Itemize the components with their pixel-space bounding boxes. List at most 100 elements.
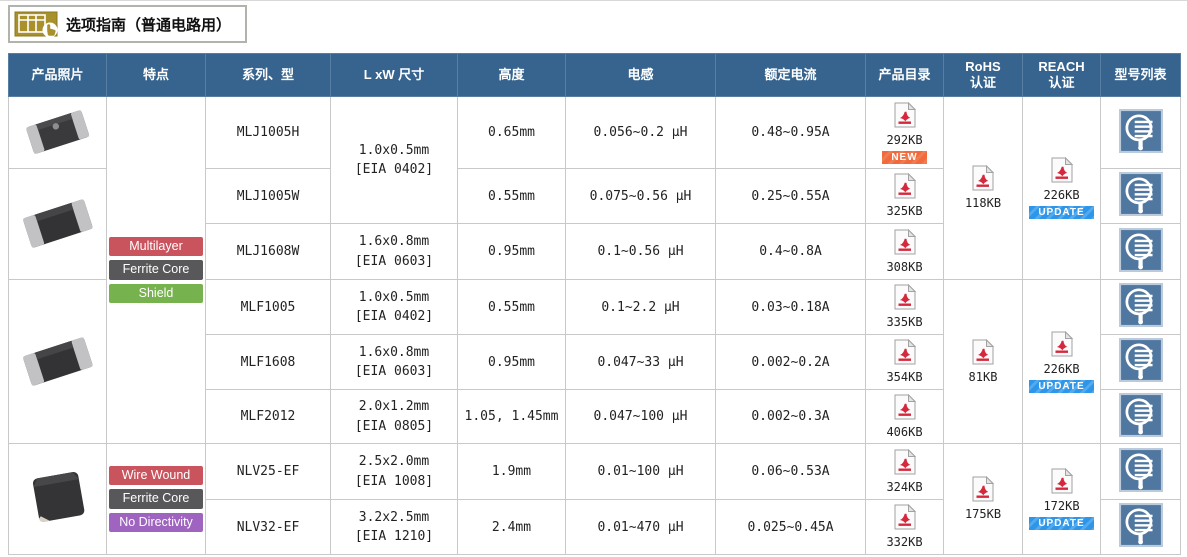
reach-cell-group3: 172KB UPDATE bbox=[1022, 443, 1101, 555]
size-cell: 1.6x0.8mm [EIA 0603] bbox=[330, 334, 458, 390]
reach-size: 172KB bbox=[1043, 499, 1080, 513]
table-row: Multilayer Ferrite Core Shield MLJ1005H … bbox=[8, 96, 1181, 444]
rohs-size: 118KB bbox=[964, 196, 1002, 210]
header-features: 特点 bbox=[106, 53, 206, 97]
rohs-size: 81KB bbox=[968, 369, 998, 384]
reach-pdf-link[interactable]: 226KB bbox=[1043, 156, 1080, 202]
series-cell: MLF2012 bbox=[205, 389, 331, 444]
table-row: MLF2012 2.0x1.2mm [EIA 0805] 1.05, 1.45m… bbox=[9, 389, 1181, 444]
models-cell bbox=[1100, 443, 1181, 500]
model-list-button[interactable] bbox=[1118, 447, 1163, 492]
pdf-icon bbox=[894, 338, 916, 365]
feature-badge: Multilayer bbox=[109, 236, 203, 257]
pdf-icon bbox=[894, 172, 916, 199]
chip-image bbox=[22, 199, 93, 248]
model-list-button[interactable] bbox=[1118, 172, 1163, 216]
rohs-pdf-link[interactable]: 81KB bbox=[968, 338, 998, 384]
series-cell: NLV32-EF bbox=[205, 499, 331, 555]
model-list-icon bbox=[1118, 392, 1163, 437]
product-photo-mlf-group bbox=[8, 279, 107, 444]
header-current: 额定电流 bbox=[715, 53, 866, 97]
inductance-cell: 0.1~2.2 μH bbox=[565, 279, 716, 335]
inductance-cell: 0.056~0.2 μH bbox=[565, 96, 716, 169]
model-list-button[interactable] bbox=[1118, 338, 1163, 382]
catalog-pdf-link[interactable]: 332KB bbox=[886, 503, 923, 549]
pdf-icon bbox=[972, 475, 995, 502]
model-list-icon bbox=[1118, 283, 1163, 327]
catalog-pdf-link[interactable]: 406KB bbox=[886, 393, 923, 439]
selection-guide-table: 产品照片 特点 系列、型 L xW 尺寸 高度 电感 额定电流 产品目录 RoH… bbox=[8, 53, 1181, 555]
model-list-icon bbox=[1118, 503, 1163, 547]
feature-badge: Shield bbox=[109, 283, 203, 304]
pdf-icon bbox=[894, 503, 916, 530]
rohs-pdf-link[interactable]: 118KB bbox=[964, 164, 1002, 210]
chip-image bbox=[32, 471, 84, 522]
model-list-button[interactable] bbox=[1118, 283, 1163, 327]
inductance-cell: 0.01~100 μH bbox=[565, 443, 716, 500]
catalog-pdf-link[interactable]: 325KB bbox=[886, 172, 923, 218]
header-catalog: 产品目录 bbox=[865, 53, 944, 97]
table-hand-icon bbox=[14, 9, 58, 39]
table-row: NLV32-EF 3.2x2.5mm [EIA 1210] 2.4mm 0.01… bbox=[9, 499, 1181, 555]
reach-size: 226KB bbox=[1043, 361, 1080, 376]
current-cell: 0.4~0.8A bbox=[715, 223, 866, 280]
features-cell-group1: Multilayer Ferrite Core Shield bbox=[106, 96, 206, 444]
header-reach: REACH 认证 bbox=[1022, 53, 1101, 97]
height-cell: 0.65mm bbox=[457, 96, 566, 169]
model-list-icon bbox=[1118, 108, 1163, 153]
models-cell bbox=[1100, 334, 1181, 390]
models-cell bbox=[1100, 389, 1181, 444]
page-title-box: 选项指南（普通电路用） bbox=[8, 5, 248, 43]
model-list-button[interactable] bbox=[1118, 108, 1163, 153]
catalog-cell: 406KB bbox=[865, 389, 944, 444]
new-badge: NEW bbox=[882, 150, 927, 164]
catalog-pdf-link[interactable]: 324KB bbox=[886, 448, 923, 494]
models-cell bbox=[1100, 279, 1181, 335]
header-series: 系列、型 bbox=[205, 53, 331, 97]
size-cell: 1.0x0.5mm [EIA 0402] bbox=[330, 96, 458, 224]
rohs-size: 175KB bbox=[964, 507, 1002, 521]
inductance-cell: 0.047~33 μH bbox=[565, 334, 716, 390]
header-models: 型号列表 bbox=[1100, 53, 1181, 97]
feature-badge: Ferrite Core bbox=[109, 260, 203, 280]
models-cell bbox=[1100, 499, 1181, 555]
current-cell: 0.025~0.45A bbox=[715, 499, 866, 555]
catalog-cell: 332KB bbox=[865, 499, 944, 555]
header-rohs: RoHS 认证 bbox=[943, 53, 1023, 97]
rohs-pdf-link[interactable]: 175KB bbox=[964, 475, 1002, 521]
reach-pdf-link[interactable]: 172KB bbox=[1043, 467, 1080, 513]
pdf-icon bbox=[894, 283, 916, 310]
model-list-button[interactable] bbox=[1118, 227, 1163, 272]
table-row: Wire Wound Ferrite Core No Directivity N… bbox=[8, 443, 1181, 555]
rohs-cell-group3: 175KB bbox=[943, 443, 1023, 555]
series-cell: NLV25-EF bbox=[205, 443, 331, 500]
inductance-cell: 0.1~0.56 μH bbox=[565, 223, 716, 280]
reach-pdf-link[interactable]: 226KB bbox=[1043, 330, 1080, 376]
size-cell: 2.5x2.0mm [EIA 1008] bbox=[330, 443, 458, 500]
catalog-size: 354KB bbox=[886, 370, 923, 384]
page-title: 选项指南（普通电路用） bbox=[66, 16, 232, 34]
update-badge: UPDATE bbox=[1029, 206, 1094, 219]
model-list-button[interactable] bbox=[1118, 503, 1163, 547]
header-inductance: 电感 bbox=[565, 53, 716, 97]
inductance-cell: 0.075~0.56 μH bbox=[565, 168, 716, 224]
catalog-pdf-link[interactable]: 292KB bbox=[886, 101, 923, 147]
model-list-button[interactable] bbox=[1118, 392, 1163, 437]
catalog-size: 325KB bbox=[886, 204, 923, 218]
height-cell: 0.95mm bbox=[457, 223, 566, 280]
chip-image bbox=[22, 336, 93, 386]
update-badge: UPDATE bbox=[1029, 379, 1094, 393]
reach-size: 226KB bbox=[1043, 188, 1080, 202]
pdf-icon bbox=[972, 338, 995, 364]
catalog-size: 335KB bbox=[886, 315, 923, 329]
series-cell: MLJ1005H bbox=[205, 96, 331, 169]
catalog-pdf-link[interactable]: 308KB bbox=[886, 228, 923, 274]
model-list-icon bbox=[1118, 447, 1163, 492]
product-photo-mlj1005h bbox=[8, 96, 107, 169]
models-cell bbox=[1100, 223, 1181, 280]
catalog-pdf-link[interactable]: 354KB bbox=[886, 338, 923, 384]
catalog-pdf-link[interactable]: 335KB bbox=[886, 283, 923, 329]
catalog-size: 292KB bbox=[886, 132, 923, 147]
catalog-size: 406KB bbox=[886, 424, 923, 439]
chip-image bbox=[25, 109, 89, 154]
